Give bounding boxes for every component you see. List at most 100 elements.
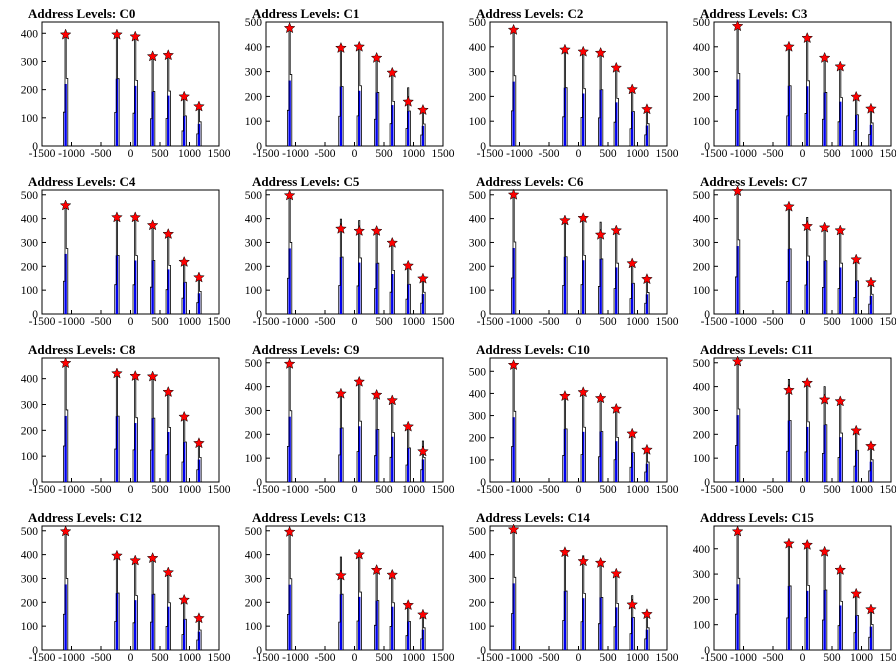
histogram-bar: [64, 253, 67, 314]
peak-marker: [577, 211, 590, 224]
x-tick-label: -500: [538, 148, 559, 160]
chart-panel: Address Levels: C0 0 100 200 300 400 -1500 -100…: [0, 0, 231, 168]
x-tick-label: 0: [352, 652, 358, 664]
chart-svg: 0 100 200 300 400 500 -1500 -1000 -500 0 500 1000 15…: [469, 17, 679, 160]
x-tick-label: -500: [90, 652, 111, 664]
plot-frame: [41, 357, 220, 483]
y-tick-label: 100: [469, 455, 487, 467]
histogram-peak: [598, 221, 604, 314]
x-tick-label: -500: [90, 316, 111, 328]
chart-svg: 0 100 200 300 400 500 -1500 -1000 -500 0 500 1000 15…: [21, 525, 231, 664]
x-tick-label: 1500: [208, 148, 231, 160]
y-tick-label: 300: [21, 400, 39, 412]
peak-marker: [146, 370, 159, 382]
x-tick-label: -1000: [506, 652, 533, 664]
peak-marker: [626, 427, 639, 439]
chart-panel: Address Levels: C8 0 100 200 300 400 -1500 -100…: [0, 336, 231, 504]
x-tick-label: 0: [576, 148, 582, 160]
peak-marker: [834, 395, 847, 407]
plot-frame: [713, 189, 892, 315]
histogram-bar: [167, 431, 170, 482]
plot-frame: [489, 21, 668, 147]
chart-title: Address Levels: C2: [476, 6, 584, 21]
y-tick-label: 0: [704, 309, 710, 321]
peak-marker: [283, 357, 296, 369]
x-tick-label: 1500: [656, 652, 679, 664]
x-tick-label: 1000: [402, 316, 425, 328]
chart-panel: Address Levels: C14 0 100 200 300 400 500 -1500…: [448, 504, 679, 672]
y-tick-label: 500: [693, 17, 711, 29]
histogram-bar: [839, 605, 842, 650]
histogram-bar: [167, 95, 170, 146]
x-tick-label: 0: [352, 484, 358, 496]
x-tick-label: 500: [823, 148, 841, 160]
plot-frame: [265, 21, 444, 147]
peak-marker: [178, 255, 191, 268]
y-tick-label: 200: [693, 594, 711, 606]
peak-marker: [818, 51, 831, 63]
histogram-bar: [630, 452, 634, 482]
peak-marker: [335, 569, 347, 581]
chart-panel: Address Levels: C6 0 100 200 300 400 500 -1500-…: [448, 168, 679, 336]
histogram-bar: [391, 273, 394, 314]
peak-marker: [610, 61, 623, 73]
y-tick-label: 400: [693, 42, 711, 54]
histogram-peak: [629, 595, 635, 650]
x-tick-label: -500: [90, 484, 111, 496]
x-tick-label: 1000: [850, 484, 873, 496]
x-tick-label: -1500: [29, 652, 56, 664]
x-tick-label: 1500: [656, 148, 679, 160]
peak-marker: [178, 90, 191, 102]
histogram-bar: [391, 606, 394, 650]
chart-title: Address Levels: C14: [476, 510, 590, 525]
histogram-bar: [406, 284, 410, 314]
x-tick-label: 0: [128, 316, 134, 328]
peak-marker: [507, 523, 520, 535]
y-tick-label: 400: [245, 214, 263, 226]
plot-frame: [265, 189, 444, 315]
peak-marker: [801, 538, 814, 550]
x-tick-label: 0: [128, 148, 134, 160]
peak-marker: [577, 45, 590, 57]
peak-marker: [129, 211, 142, 223]
peak-marker: [850, 90, 863, 102]
x-tick-label: 500: [375, 148, 393, 160]
peak-marker: [283, 22, 296, 34]
histogram-bar: [167, 606, 170, 650]
x-tick-label: 500: [151, 652, 169, 664]
peak-marker: [59, 28, 72, 40]
histogram-bar: [64, 584, 67, 650]
histogram-bar: [823, 92, 826, 146]
histogram-bar: [406, 621, 410, 650]
histogram-bar: [339, 594, 343, 650]
y-tick-label: 500: [245, 358, 263, 370]
histogram-bar: [339, 86, 343, 146]
histogram-peak: [356, 220, 362, 314]
plot-frame: [41, 525, 220, 651]
chart-svg: 0 100 200 300 400 500 -1500 -1000 -500 0 500 1000 15…: [21, 189, 231, 328]
x-tick-label: -500: [538, 484, 559, 496]
y-tick-label: 200: [245, 429, 263, 441]
peak-marker: [111, 28, 123, 40]
y-tick-label: 100: [21, 113, 39, 125]
chart-svg: 0 100 200 300 400 500 -1500 -1000 -500 0 500 1000 15…: [245, 189, 455, 328]
peak-marker: [370, 388, 383, 400]
peak-marker: [129, 30, 142, 42]
x-tick-label: 1000: [402, 652, 425, 664]
histogram-bar: [630, 111, 634, 146]
chart-panel: Address Levels: C15 0 100 200 300 400 -1500 -10…: [672, 504, 896, 672]
histogram-bar: [736, 246, 739, 314]
chart-svg: 0 100 200 300 400 500 -1500 -1000 -500 0 500 1000 15…: [693, 17, 896, 160]
x-tick-label: -1500: [701, 484, 728, 496]
peak-marker: [193, 612, 205, 624]
y-tick-label: 200: [469, 261, 487, 273]
peak-marker: [641, 273, 653, 285]
x-tick-label: -1000: [58, 316, 85, 328]
peak-marker: [783, 384, 795, 396]
y-tick-label: 300: [469, 411, 487, 423]
y-tick-label: 400: [693, 382, 711, 394]
y-tick-label: 100: [21, 285, 39, 297]
peak-marker: [386, 236, 399, 248]
chart-svg: 0 100 200 300 400 500 -1500 -1000 -500 0 500 1000 15…: [469, 188, 679, 328]
y-tick-label: 300: [693, 405, 711, 417]
